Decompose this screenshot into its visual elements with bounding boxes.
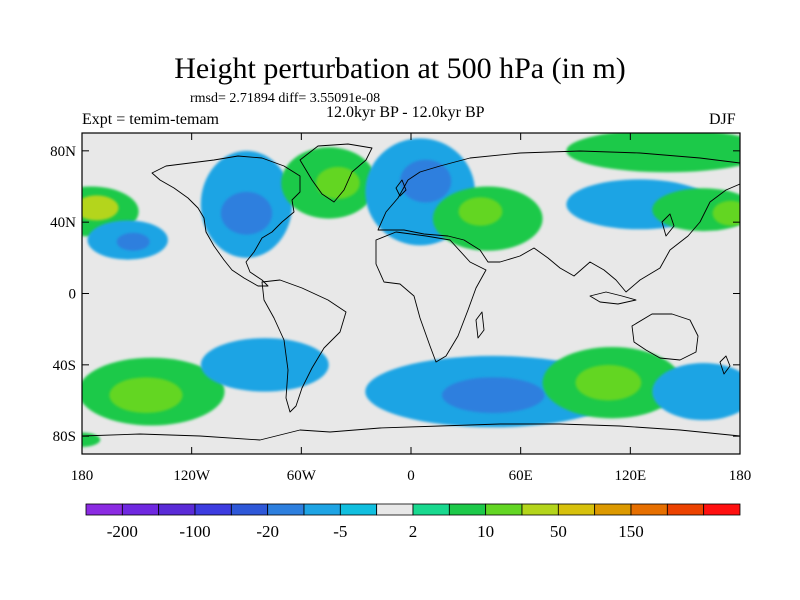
y-tick-label: 40S bbox=[53, 358, 76, 374]
anomaly-region-south-america-negative bbox=[200, 338, 329, 392]
y-tick-label: 80N bbox=[50, 144, 76, 160]
coastlines bbox=[82, 143, 740, 441]
y-tick-label: 0 bbox=[69, 287, 77, 303]
colorbar-swatch bbox=[630, 503, 668, 516]
anomaly-region-south-pacific-core bbox=[109, 377, 183, 413]
colorbar-label: 2 bbox=[409, 522, 418, 541]
colorbar-swatch bbox=[376, 503, 414, 516]
colorbar-swatch bbox=[194, 503, 232, 516]
x-tick-label: 120W bbox=[173, 468, 211, 484]
anomaly-region-arctic-positive bbox=[566, 133, 740, 173]
x-tick-label: 180 bbox=[71, 468, 94, 484]
coastline-south-america bbox=[261, 279, 347, 413]
coastline-greenland bbox=[299, 143, 373, 203]
coastline-uk bbox=[395, 179, 407, 197]
colorbar-swatch bbox=[594, 503, 632, 516]
colorbar-swatch bbox=[230, 503, 269, 516]
colorbar-label: 50 bbox=[550, 522, 567, 541]
anomaly-region-southern-ocean-core bbox=[442, 377, 545, 413]
colorbar-swatch bbox=[485, 503, 523, 516]
colorbar-swatch bbox=[666, 503, 705, 516]
anomaly-region-south-indian-core bbox=[575, 364, 642, 401]
x-tick-label: 180 bbox=[729, 468, 752, 484]
coastline-eurasia bbox=[377, 150, 740, 293]
colorbar-swatch bbox=[303, 503, 341, 516]
anomaly-region-middle-east-core bbox=[458, 197, 503, 226]
colorbar-swatch bbox=[703, 503, 741, 516]
season-label: DJF bbox=[709, 111, 736, 128]
period-label: 12.0kyr BP - 12.0kyr BP bbox=[326, 104, 485, 121]
map-area bbox=[81, 132, 741, 455]
colorbar-label: 150 bbox=[618, 522, 644, 541]
coastline-japan bbox=[661, 213, 675, 237]
coastline-indonesia bbox=[589, 291, 637, 305]
colorbar-swatch bbox=[521, 503, 559, 516]
colorbar-swatch bbox=[85, 503, 123, 516]
x-tick-label: 120E bbox=[614, 468, 646, 484]
x-tick-label: 0 bbox=[407, 468, 415, 484]
colorbar-swatch bbox=[267, 503, 305, 516]
colorbar-swatch bbox=[121, 503, 160, 516]
y-tick-label: 80S bbox=[53, 429, 76, 445]
anomaly-region-north-pacific-core bbox=[82, 195, 119, 221]
coastline-antarctica bbox=[82, 423, 740, 441]
y-tick-label: 40N bbox=[50, 215, 76, 231]
colorbar-swatch bbox=[158, 503, 196, 516]
colorbar-swatch bbox=[448, 503, 487, 516]
anomaly-region-north-america-core bbox=[220, 191, 273, 235]
colorbar-label: 10 bbox=[477, 522, 494, 541]
colorbar: -200 -100 -20 -5 2 10 50 150 bbox=[85, 503, 741, 541]
x-tick-label: 60W bbox=[287, 468, 317, 484]
colorbar-label: -20 bbox=[256, 522, 279, 541]
coastline-australia bbox=[631, 313, 699, 361]
x-tick-label: 60E bbox=[509, 468, 533, 484]
anomaly-region-europe-core bbox=[400, 159, 452, 203]
map-axis-ticks: 180 120W 60W 0 60E 120E 180 80N 40N 0 40S 80S bbox=[50, 133, 751, 484]
coastline-africa bbox=[375, 231, 487, 363]
anomaly-region-south-west-pacific-negative bbox=[652, 363, 740, 421]
colorbar-label: -100 bbox=[179, 522, 210, 541]
anomaly-region-greenland-core bbox=[315, 166, 360, 199]
statistics-label: rmsd= 2.71894 diff= 3.55091e-08 bbox=[190, 91, 381, 106]
colorbar-swatch bbox=[339, 503, 378, 516]
anomaly-field bbox=[82, 133, 740, 447]
colorbar-label: -5 bbox=[333, 522, 347, 541]
coastline-north-america bbox=[151, 155, 301, 287]
coastline-madagascar bbox=[475, 311, 485, 339]
chart-title: Height perturbation at 500 hPa (in m) bbox=[174, 52, 626, 85]
colorbar-label: -200 bbox=[107, 522, 138, 541]
colorbar-swatch bbox=[557, 503, 596, 516]
experiment-label: Expt = temim-temam bbox=[82, 111, 219, 128]
coastline-new-zealand bbox=[719, 355, 731, 375]
colorbar-swatch bbox=[412, 503, 450, 516]
anomaly-region-subtropical-pacific-core bbox=[116, 232, 150, 251]
anomaly-region-west-pacific-core bbox=[712, 200, 740, 226]
